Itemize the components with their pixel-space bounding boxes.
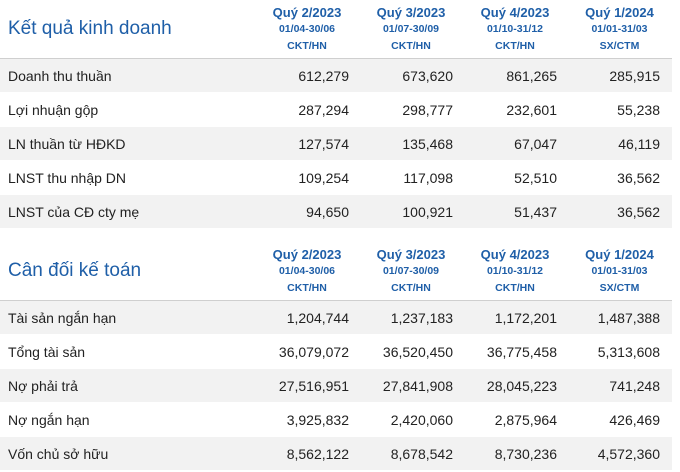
cell-value: 135,468 xyxy=(402,135,453,152)
cell-value: 67,047 xyxy=(514,135,557,152)
table-row: LN thuần từ HĐKD 127,574 135,468 67,047 … xyxy=(0,127,672,161)
cell-value: 52,510 xyxy=(514,169,557,186)
cell-value: 1,172,201 xyxy=(494,309,557,326)
table-row: LNST của CĐ cty mẹ 94,650 100,921 51,437… xyxy=(0,195,672,229)
period-header-q3-2023: Quý 3/2023 01/07-30/09 CKT/HN xyxy=(359,4,463,55)
cell-value: 1,237,183 xyxy=(390,309,453,326)
business-results-table: Doanh thu thuần 612,279 673,620 861,265 … xyxy=(0,59,672,229)
cell-value: 100,921 xyxy=(402,203,453,220)
row-label: LNST của CĐ cty mẹ xyxy=(8,203,140,220)
row-label: Lợi nhuận gộp xyxy=(8,101,99,118)
balance-sheet-table: Tài sản ngắn hạn 1,204,744 1,237,183 1,1… xyxy=(0,301,672,471)
cell-value: 5,313,608 xyxy=(597,343,660,360)
period-range: 01/01-31/03 xyxy=(591,264,648,277)
table-row: Lợi nhuận gộp 287,294 298,777 232,601 55… xyxy=(0,93,672,127)
table-row: LNST thu nhập DN 109,254 117,098 52,510 … xyxy=(0,161,672,195)
cell-value: 36,562 xyxy=(617,203,660,220)
cell-value: 27,841,908 xyxy=(382,377,453,394)
cell-value: 741,248 xyxy=(609,377,660,394)
cell-value: 51,437 xyxy=(514,203,557,220)
period-standard: CKT/HN xyxy=(287,39,327,52)
business-results-title: Kết quả kinh doanh xyxy=(8,18,172,39)
cell-value: 8,562,122 xyxy=(286,445,349,462)
cell-value: 36,520,450 xyxy=(382,343,453,360)
cell-value: 4,572,360 xyxy=(597,445,660,462)
period-standard: SX/CTM xyxy=(599,281,640,294)
period-header-q2-2023: Quý 2/2023 01/04-30/06 CKT/HN xyxy=(255,246,359,297)
period-quarter: Quý 1/2024 xyxy=(585,4,654,20)
period-header-q4-2023: Quý 4/2023 01/10-31/12 CKT/HN xyxy=(463,4,567,55)
cell-value: 36,079,072 xyxy=(278,343,349,360)
period-range: 01/04-30/06 xyxy=(278,264,336,277)
table-row: Nợ ngắn hạn 3,925,832 2,420,060 2,875,96… xyxy=(0,403,672,437)
period-range: 01/01-31/03 xyxy=(591,22,648,35)
table-row: Doanh thu thuần 612,279 673,620 861,265 … xyxy=(0,59,672,93)
cell-value: 2,875,964 xyxy=(494,411,557,428)
period-header-q3-2023: Quý 3/2023 01/07-30/09 CKT/HN xyxy=(359,246,463,297)
cell-value: 3,925,832 xyxy=(286,411,349,428)
cell-value: 298,777 xyxy=(402,101,453,118)
cell-value: 8,730,236 xyxy=(494,445,557,462)
cell-value: 46,119 xyxy=(618,135,660,152)
row-label: LN thuần từ HĐKD xyxy=(8,135,126,152)
cell-value: 27,516,951 xyxy=(278,377,349,394)
period-range: 01/07-30/09 xyxy=(382,22,440,35)
cell-value: 673,620 xyxy=(402,67,453,84)
period-standard: CKT/HN xyxy=(391,39,431,52)
cell-value: 287,294 xyxy=(298,101,349,118)
period-standard: SX/CTM xyxy=(599,39,640,52)
balance-sheet-header: Cân đối kế toán Quý 2/2023 01/04-30/06 C… xyxy=(0,242,672,301)
row-label: Nợ ngắn hạn xyxy=(8,411,90,428)
table-row: Vốn chủ sở hữu 8,562,122 8,678,542 8,730… xyxy=(0,437,672,471)
cell-value: 285,915 xyxy=(609,67,660,84)
period-quarter: Quý 1/2024 xyxy=(585,246,654,262)
cell-value: 232,601 xyxy=(506,101,557,118)
period-standard: CKT/HN xyxy=(495,281,535,294)
period-quarter: Quý 4/2023 xyxy=(480,4,550,20)
cell-value: 55,238 xyxy=(617,101,660,118)
cell-value: 127,574 xyxy=(298,135,349,152)
row-label: Tài sản ngắn hạn xyxy=(8,309,117,326)
business-results-header: Kết quả kinh doanh Quý 2/2023 01/04-30/0… xyxy=(0,0,672,59)
cell-value: 117,098 xyxy=(403,169,453,186)
period-range: 01/10-31/12 xyxy=(486,22,544,35)
cell-value: 94,650 xyxy=(306,203,349,220)
period-range: 01/10-31/12 xyxy=(486,264,544,277)
cell-value: 8,678,542 xyxy=(390,445,453,462)
period-quarter: Quý 3/2023 xyxy=(376,4,446,20)
period-header-q1-2024: Quý 1/2024 01/01-31/03 SX/CTM xyxy=(567,4,672,55)
cell-value: 426,469 xyxy=(609,411,660,428)
row-label: Nợ phải trả xyxy=(8,377,78,394)
period-quarter: Quý 3/2023 xyxy=(376,246,446,262)
table-row: Nợ phải trả 27,516,951 27,841,908 28,045… xyxy=(0,369,672,403)
cell-value: 28,045,223 xyxy=(486,377,557,394)
period-header-q4-2023: Quý 4/2023 01/10-31/12 CKT/HN xyxy=(463,246,567,297)
cell-value: 109,254 xyxy=(298,169,349,186)
period-header-q1-2024: Quý 1/2024 01/01-31/03 SX/CTM xyxy=(567,246,672,297)
period-standard: CKT/HN xyxy=(287,281,327,294)
period-range: 01/07-30/09 xyxy=(382,264,440,277)
period-range: 01/04-30/06 xyxy=(278,22,336,35)
cell-value: 1,204,744 xyxy=(286,309,349,326)
period-header-q2-2023: Quý 2/2023 01/04-30/06 CKT/HN xyxy=(255,4,359,55)
table-row: Tài sản ngắn hạn 1,204,744 1,237,183 1,1… xyxy=(0,301,672,335)
balance-sheet-title: Cân đối kế toán xyxy=(8,260,142,281)
row-label: Doanh thu thuần xyxy=(8,67,112,84)
period-standard: CKT/HN xyxy=(391,281,431,294)
cell-value: 861,265 xyxy=(506,67,557,84)
period-quarter: Quý 2/2023 xyxy=(272,4,342,20)
period-quarter: Quý 4/2023 xyxy=(480,246,550,262)
period-quarter: Quý 2/2023 xyxy=(272,246,342,262)
table-row: Tổng tài sản 36,079,072 36,520,450 36,77… xyxy=(0,335,672,369)
row-label: Vốn chủ sở hữu xyxy=(8,445,109,462)
row-label: LNST thu nhập DN xyxy=(8,169,127,186)
cell-value: 2,420,060 xyxy=(390,411,453,428)
row-label: Tổng tài sản xyxy=(8,343,86,360)
cell-value: 36,562 xyxy=(617,169,660,186)
cell-value: 612,279 xyxy=(298,67,349,84)
period-standard: CKT/HN xyxy=(495,39,535,52)
cell-value: 36,775,458 xyxy=(486,343,557,360)
cell-value: 1,487,388 xyxy=(597,309,660,326)
